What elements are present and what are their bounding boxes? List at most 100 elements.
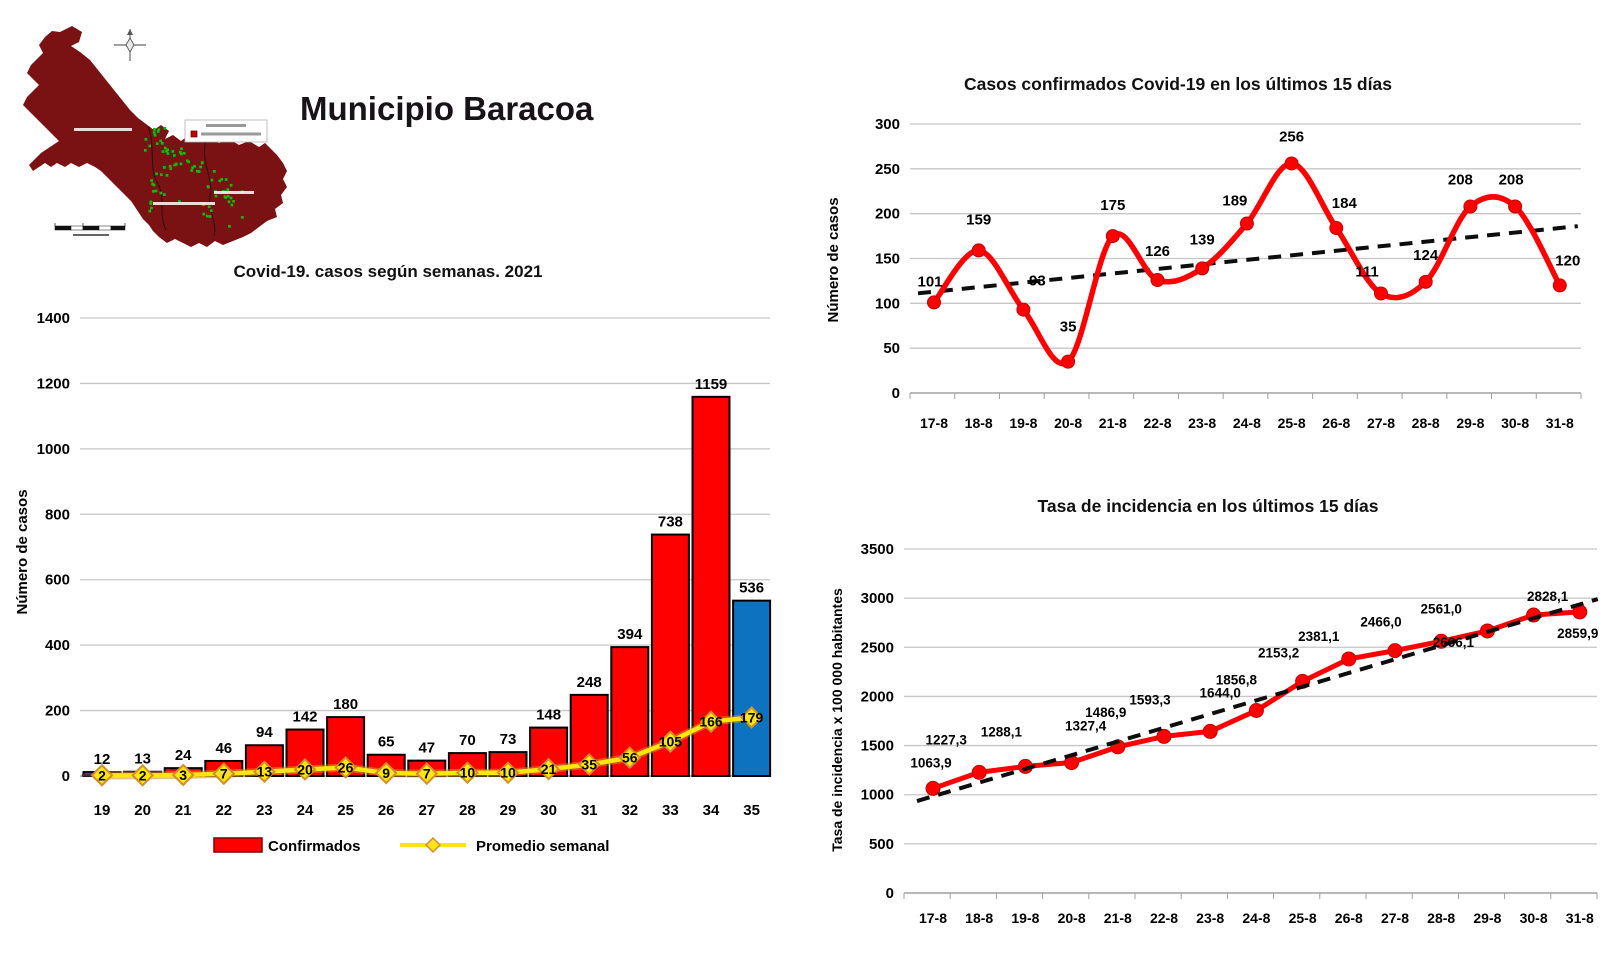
x-tick-label: 19-8 <box>1009 415 1037 431</box>
y-axis: 0 500 1000 1500 2000 2500 3000 3500 <box>861 541 1597 902</box>
avg-marker-32 <box>618 746 642 770</box>
x-tick-label: 17-8 <box>920 415 948 431</box>
y-tick-label: 0 <box>62 768 70 785</box>
point-value-label: 1593,3 <box>1129 692 1171 707</box>
y-tick-label: 200 <box>875 206 900 223</box>
point-value-label: 126 <box>1145 243 1170 260</box>
y-axis-title: Tasa de incidencia x 100 000 habitantes <box>829 588 845 852</box>
x-tick-label: 30-8 <box>1501 415 1529 431</box>
bar-week-35 <box>732 599 772 777</box>
x-tick-label: 29-8 <box>1473 910 1501 926</box>
point-18-8 <box>971 243 986 258</box>
bar-value-label: 1159 <box>695 376 728 393</box>
bar-value-label: 738 <box>658 514 683 531</box>
x-tick-label: 19 <box>94 802 111 819</box>
point-26-8 <box>1341 651 1357 667</box>
x-tick-label: 21-8 <box>1104 910 1132 926</box>
x-tick-label: 22 <box>215 802 232 819</box>
x-tick-label: 32 <box>621 802 638 819</box>
point-27-8 <box>1374 286 1388 301</box>
point-value-label: 1486,9 <box>1085 705 1126 720</box>
page-title: Municipio Baracoa <box>300 90 594 127</box>
point-value-label: 208 <box>1499 171 1524 188</box>
bar-value-label: 394 <box>617 626 643 643</box>
x-tick-label: 20-8 <box>1058 910 1086 926</box>
x-tick-label: 33 <box>662 802 679 819</box>
y-axis: 0 200 400 600 800 1000 1200 1400 <box>37 310 770 785</box>
legend-swatch-confirmados <box>213 837 263 853</box>
point-17-8 <box>925 780 941 796</box>
avg-value-label: 166 <box>699 714 723 730</box>
x-tick-label: 34 <box>703 802 720 819</box>
bar-value-label: 142 <box>292 709 317 726</box>
x-tick-label: 30-8 <box>1520 910 1548 926</box>
point-value-label: 2828,1 <box>1527 589 1569 604</box>
point-24-8 <box>1248 703 1264 719</box>
point-31-8 <box>1552 278 1567 293</box>
point-28-8 <box>1418 274 1433 289</box>
x-tick-label: 25-8 <box>1278 415 1306 431</box>
y-tick-label: 1000 <box>861 787 894 804</box>
y-tick-label: 200 <box>45 703 70 720</box>
bar-value-label: 46 <box>215 740 232 757</box>
x-tick-label: 22-8 <box>1143 415 1171 431</box>
avg-marker-25 <box>334 756 358 779</box>
point-value-label: 139 <box>1190 231 1215 248</box>
x-tick-label: 26 <box>378 802 395 819</box>
point-value-label: 120 <box>1555 252 1580 269</box>
point-value-label: 1327,4 <box>1065 719 1107 734</box>
bar-value-label: 148 <box>536 707 561 724</box>
x-tick-label: 22-8 <box>1150 910 1178 926</box>
point-17-8 <box>927 295 941 310</box>
avg-marker-23 <box>252 760 276 784</box>
y-tick-label: 0 <box>886 885 894 902</box>
point-29-8 <box>1463 199 1478 214</box>
point-value-label: 101 <box>917 273 942 290</box>
x-axis: 17-8 18-8 19-8 20-8 21-8 22-8 23-8 24-8 25-8 26-8… <box>909 393 1582 431</box>
point-value-label: 159 <box>966 211 991 228</box>
avg-marker-28 <box>455 761 479 785</box>
bar-value-label: 536 <box>739 580 764 597</box>
avg-value-label: 20 <box>297 761 313 777</box>
x-tick-label: 26-8 <box>1322 415 1350 431</box>
y-tick-label: 2000 <box>861 688 894 705</box>
chart-title: Covid-19. casos según semanas. 2021 <box>234 262 543 281</box>
x-tick-label: 30 <box>540 802 557 819</box>
compass-icon <box>114 29 146 61</box>
bar-value-label: 248 <box>577 674 602 691</box>
avg-marker-27 <box>415 762 439 786</box>
y-tick-label: 0 <box>892 385 900 402</box>
point-value-label: 2666,1 <box>1433 635 1475 650</box>
x-tick-label: 27 <box>418 802 435 819</box>
x-tick-label: 23 <box>256 802 273 819</box>
scale-bar <box>54 223 126 236</box>
point-value-label: 175 <box>1100 197 1125 214</box>
place-label-mark <box>153 202 215 205</box>
point-value-label: 189 <box>1222 193 1247 210</box>
y-tick-label: 1500 <box>861 738 894 755</box>
avg-value-label: 21 <box>541 761 557 777</box>
point-value-label: 111 <box>1355 263 1378 280</box>
avg-value-label: 10 <box>500 765 516 781</box>
legend-marker-promedio <box>424 836 442 854</box>
x-tick-label: 25-8 <box>1289 910 1317 926</box>
point-23-8 <box>1202 723 1218 739</box>
x-tick-label: 27-8 <box>1367 415 1395 431</box>
average-line: 2 2 3 7 13 20 26 9 7 10 10 21 35 56 105 166 179 <box>82 706 764 787</box>
point-value-label: 93 <box>1029 273 1046 290</box>
avg-marker-20 <box>131 763 155 787</box>
avg-marker-26 <box>374 761 398 785</box>
x-tick-label: 17-8 <box>919 910 947 926</box>
point-25-8 <box>1284 156 1299 171</box>
x-tick-label: 27-8 <box>1381 910 1409 926</box>
bar-value-label: 180 <box>333 696 358 713</box>
y-tick-label: 2500 <box>861 639 894 656</box>
x-tick-label: 26-8 <box>1335 910 1363 926</box>
x-tick-label: 35 <box>743 802 760 819</box>
avg-value-label: 105 <box>659 734 683 750</box>
place-label-mark <box>74 128 132 131</box>
avg-marker-35 <box>740 706 764 729</box>
x-tick-label: 21 <box>175 802 192 819</box>
trendline <box>917 224 1579 296</box>
